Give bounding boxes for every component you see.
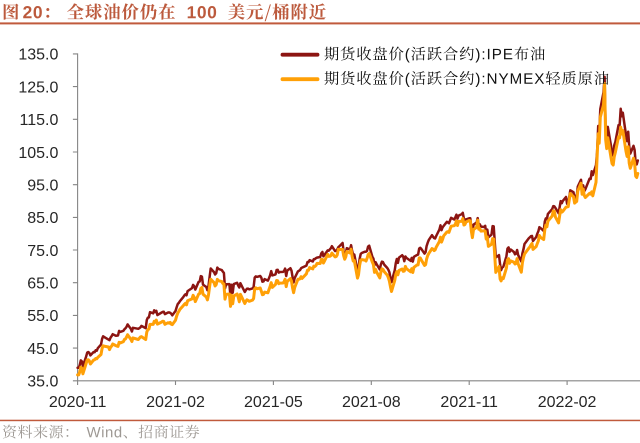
svg-text:75.0: 75.0: [27, 243, 58, 260]
svg-text:135.0: 135.0: [18, 47, 58, 64]
svg-text:45.0: 45.0: [27, 341, 58, 358]
svg-text:85.0: 85.0: [27, 210, 58, 227]
svg-text:2022-02: 2022-02: [538, 394, 597, 411]
svg-text:2021-11: 2021-11: [440, 394, 498, 411]
svg-text:2021-08: 2021-08: [342, 394, 401, 411]
svg-text:2021-05: 2021-05: [244, 394, 303, 411]
svg-text:105.0: 105.0: [18, 145, 58, 162]
svg-text:65.0: 65.0: [27, 276, 58, 293]
svg-text:95.0: 95.0: [27, 178, 58, 195]
svg-text:115.0: 115.0: [20, 112, 59, 129]
svg-text:2020-11: 2020-11: [49, 394, 107, 411]
svg-text:55.0: 55.0: [27, 308, 58, 325]
svg-text:125.0: 125.0: [18, 79, 58, 96]
svg-text:35.0: 35.0: [27, 374, 58, 391]
svg-text:2021-02: 2021-02: [146, 394, 205, 411]
